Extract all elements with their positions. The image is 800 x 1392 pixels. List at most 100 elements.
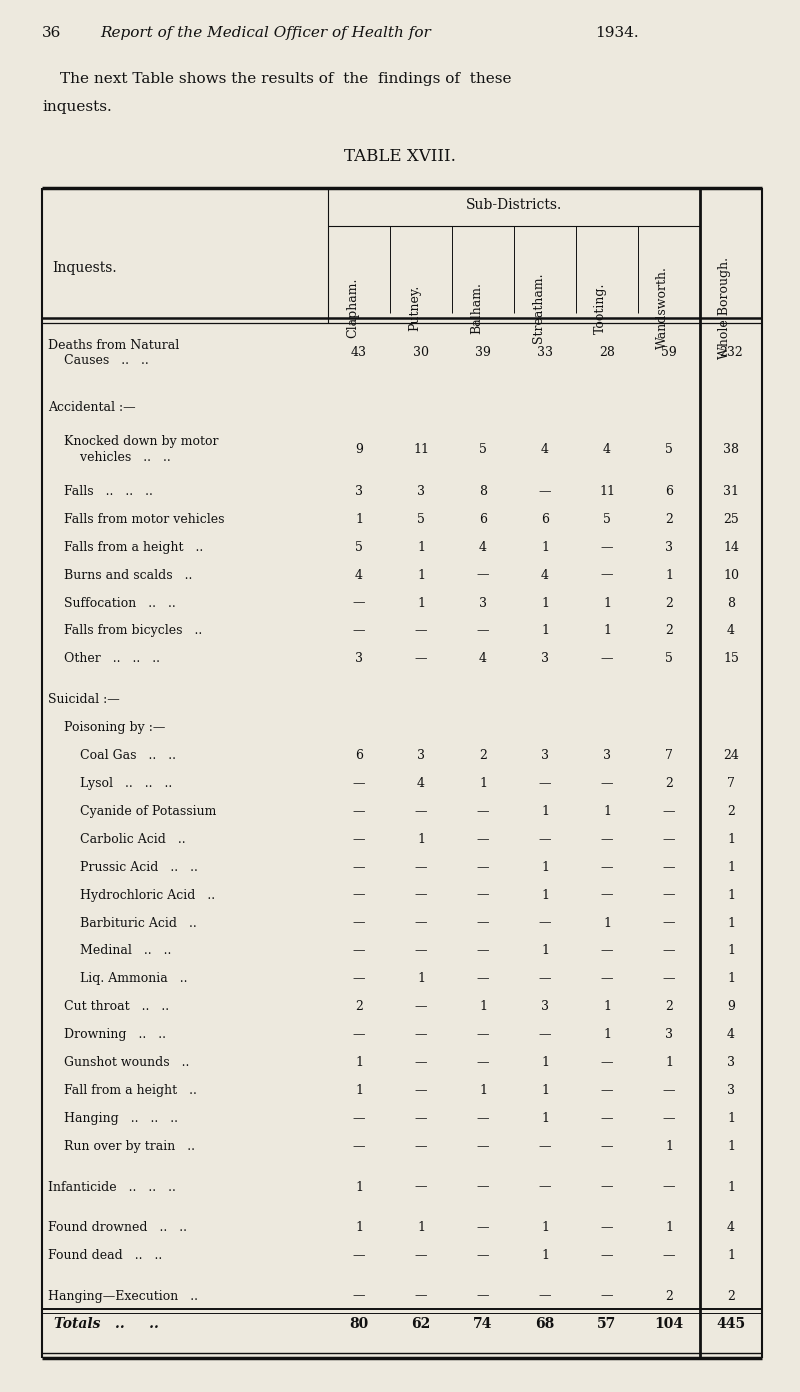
Text: Other   ..   ..   ..: Other .. .. .. [48, 653, 160, 665]
Text: 3: 3 [417, 749, 425, 761]
Text: 5: 5 [665, 443, 673, 455]
Text: 3: 3 [355, 653, 363, 665]
Text: 3: 3 [665, 540, 673, 554]
Text: 25: 25 [723, 512, 739, 526]
Text: —: — [538, 916, 551, 930]
Text: Tooting.: Tooting. [594, 283, 607, 334]
Text: 28: 28 [599, 347, 615, 359]
Text: Falls from motor vehicles: Falls from motor vehicles [48, 512, 225, 526]
Text: 38: 38 [723, 443, 739, 455]
Text: —: — [477, 888, 490, 902]
Text: 1: 1 [541, 860, 549, 874]
Text: 1: 1 [355, 1057, 363, 1069]
Text: —: — [353, 1112, 366, 1125]
Text: 1: 1 [727, 1112, 735, 1125]
Text: —: — [477, 1289, 490, 1303]
Text: Coal Gas   ..   ..: Coal Gas .. .. [48, 749, 176, 761]
Text: —: — [601, 1289, 614, 1303]
Text: 1: 1 [541, 944, 549, 958]
Text: —: — [414, 1112, 427, 1125]
Text: 8: 8 [727, 597, 735, 610]
Text: 11: 11 [599, 484, 615, 498]
Text: —: — [414, 653, 427, 665]
Text: 4: 4 [417, 777, 425, 789]
Text: —: — [538, 1140, 551, 1153]
Text: —: — [477, 916, 490, 930]
Text: Hanging   ..   ..   ..: Hanging .. .. .. [48, 1112, 178, 1125]
Text: Sub-Districts.: Sub-Districts. [466, 198, 562, 212]
Text: —: — [477, 1180, 490, 1193]
Text: —: — [353, 805, 366, 817]
Text: 4: 4 [541, 568, 549, 582]
Text: 1: 1 [541, 597, 549, 610]
Text: —: — [414, 1001, 427, 1013]
Text: 4: 4 [727, 1221, 735, 1235]
Text: Cyanide of Potassium: Cyanide of Potassium [48, 805, 216, 817]
Text: Whole Borough.: Whole Borough. [718, 258, 731, 359]
Text: 3: 3 [665, 1029, 673, 1041]
Text: Inquests.: Inquests. [52, 262, 117, 276]
Text: —: — [601, 1140, 614, 1153]
Text: Balham.: Balham. [470, 283, 483, 334]
Text: —: — [477, 1057, 490, 1069]
Text: 5: 5 [665, 653, 673, 665]
Text: Suicidal :—: Suicidal :— [48, 693, 120, 706]
Text: —: — [414, 1249, 427, 1263]
Text: —: — [601, 973, 614, 986]
Text: 3: 3 [355, 484, 363, 498]
Text: 31: 31 [723, 484, 739, 498]
Text: 36: 36 [42, 26, 62, 40]
Text: 4: 4 [727, 1029, 735, 1041]
Text: 1: 1 [479, 1001, 487, 1013]
Text: 3: 3 [479, 597, 487, 610]
Text: 2: 2 [665, 625, 673, 638]
Text: 5: 5 [355, 540, 363, 554]
Text: —: — [353, 944, 366, 958]
Text: 1: 1 [603, 625, 611, 638]
Text: 24: 24 [723, 749, 739, 761]
Text: 1: 1 [665, 568, 673, 582]
Text: 1: 1 [727, 973, 735, 986]
Text: —: — [601, 944, 614, 958]
Text: 8: 8 [479, 484, 487, 498]
Text: —: — [662, 888, 675, 902]
Text: Knocked down by motor
        vehicles   ..   ..: Knocked down by motor vehicles .. .. [48, 436, 218, 464]
Text: 10: 10 [723, 568, 739, 582]
Text: Prussic Acid   ..   ..: Prussic Acid .. .. [48, 860, 198, 874]
Text: —: — [662, 805, 675, 817]
Text: Cut throat   ..   ..: Cut throat .. .. [48, 1001, 169, 1013]
Text: —: — [477, 944, 490, 958]
Text: —: — [353, 888, 366, 902]
Text: 3: 3 [541, 1001, 549, 1013]
Text: —: — [662, 1249, 675, 1263]
Text: inquests.: inquests. [42, 100, 112, 114]
Text: —: — [353, 625, 366, 638]
Text: —: — [538, 1289, 551, 1303]
Text: —: — [353, 973, 366, 986]
Text: 1: 1 [479, 777, 487, 789]
Text: 1: 1 [355, 1221, 363, 1235]
Text: 1: 1 [603, 916, 611, 930]
Text: Hanging—Execution   ..: Hanging—Execution .. [48, 1289, 198, 1303]
Text: 3: 3 [727, 1084, 735, 1097]
Text: 1: 1 [417, 540, 425, 554]
Text: —: — [353, 777, 366, 789]
Text: 9: 9 [355, 443, 363, 455]
Text: Deaths from Natural
    Causes   ..   ..: Deaths from Natural Causes .. .. [48, 338, 179, 367]
Text: 6: 6 [479, 512, 487, 526]
Text: 5: 5 [417, 512, 425, 526]
Text: 1: 1 [417, 832, 425, 846]
Text: 80: 80 [350, 1317, 369, 1331]
Text: —: — [477, 625, 490, 638]
Text: 1: 1 [417, 568, 425, 582]
Text: —: — [477, 832, 490, 846]
Text: 1: 1 [479, 1084, 487, 1097]
Text: —: — [662, 1084, 675, 1097]
Text: —: — [601, 1112, 614, 1125]
Text: 3: 3 [727, 1057, 735, 1069]
Text: —: — [538, 484, 551, 498]
Text: 2: 2 [665, 597, 673, 610]
Text: Gunshot wounds   ..: Gunshot wounds .. [48, 1057, 190, 1069]
Text: 1: 1 [603, 805, 611, 817]
Text: —: — [414, 888, 427, 902]
